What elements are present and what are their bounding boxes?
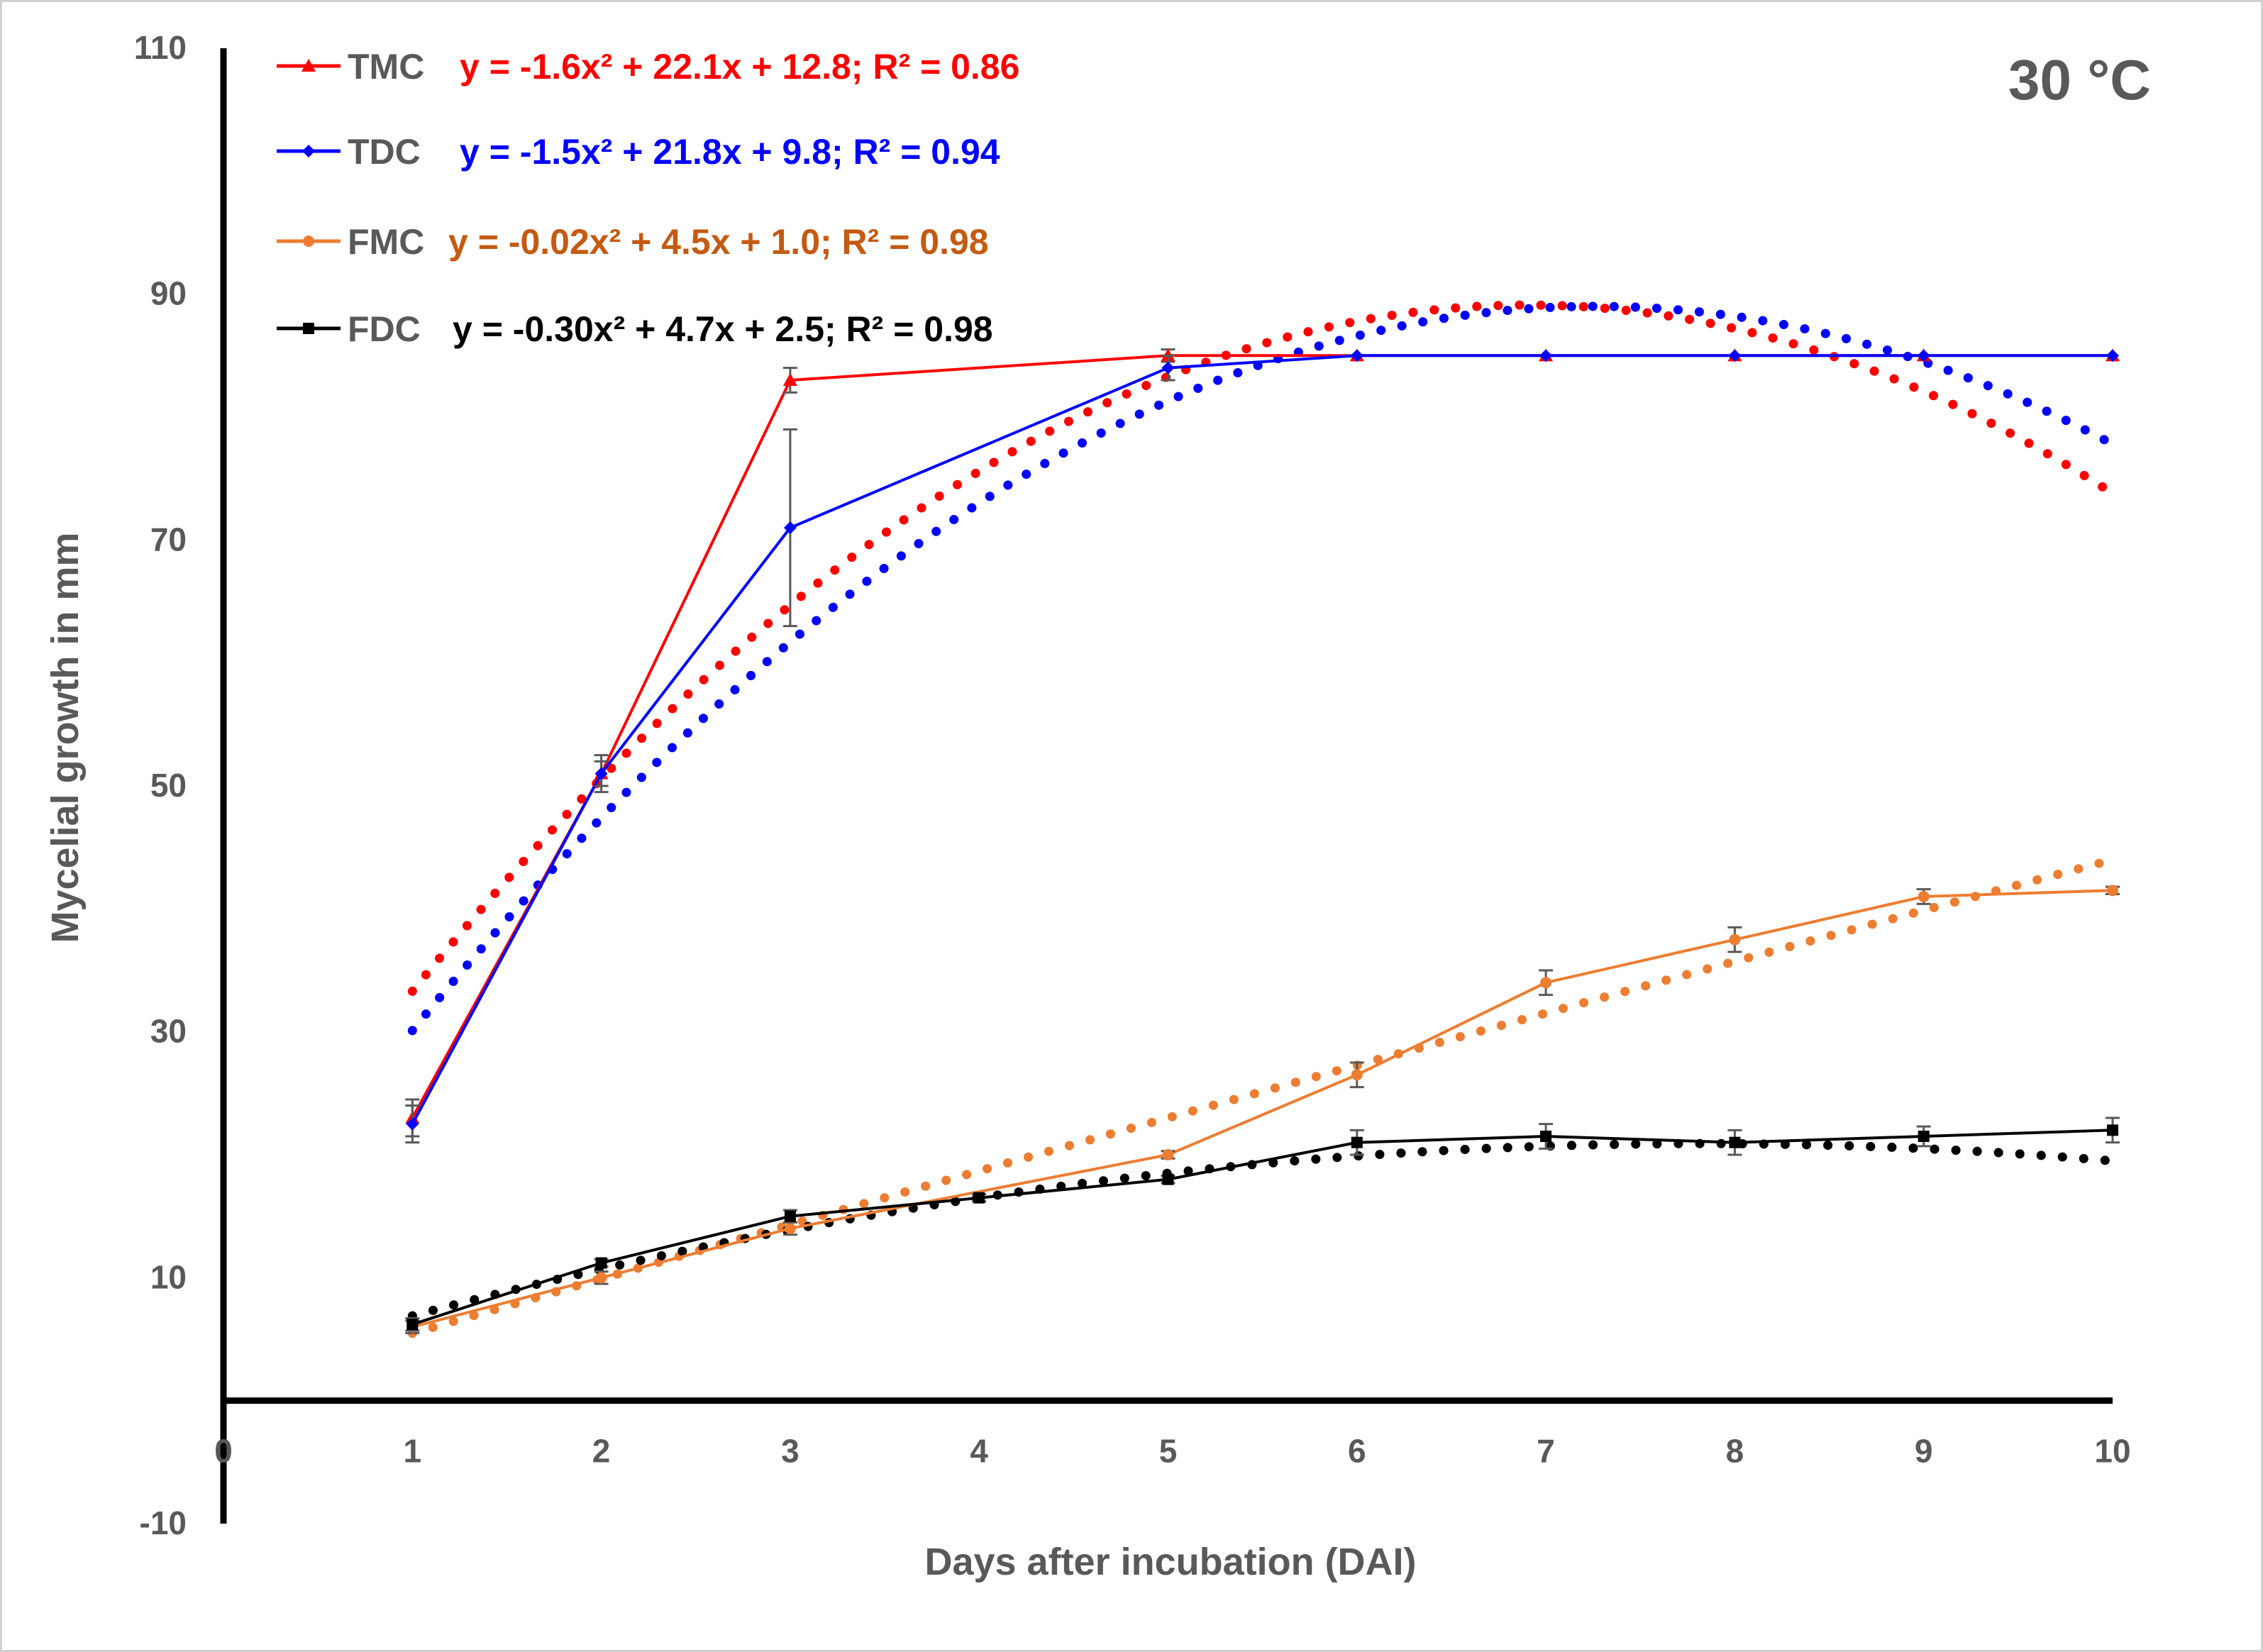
data-point-tdc — [2106, 349, 2119, 362]
legend-marker-tdc — [302, 145, 315, 157]
series-line-tdc — [411, 354, 2113, 1125]
data-point-tdc — [1917, 349, 1930, 362]
series-line-tmc — [411, 354, 2113, 1119]
data-point-fdc — [1540, 1131, 1552, 1142]
data-point-fmc — [784, 1223, 796, 1234]
legend-label-fdc: FDC — [348, 309, 421, 349]
data-point-fmc — [1540, 977, 1552, 989]
trendline-layer — [407, 300, 2118, 1338]
data-point-fmc — [1729, 933, 1741, 946]
x-tick-label: 10 — [2094, 1433, 2130, 1470]
y-tick-label: 90 — [150, 275, 187, 312]
data-point-fmc — [1351, 1069, 1363, 1081]
legend-item-tdc: TDC y = -1.5x² + 21.8x + 9.8; R² = 0.94 — [277, 132, 1000, 172]
series-fmc — [405, 885, 2120, 1334]
legend-item-fmc: FMC y = -0.02x² + 4.5x + 1.0; R² = 0.98 — [277, 222, 989, 262]
data-point-tdc — [783, 521, 797, 534]
data-point-fmc — [595, 1272, 607, 1284]
axes-layer: -10 10 30 50 70 90 110 0 1 2 3 4 5 6 7 8 9 10 — [134, 29, 2131, 1541]
legend: TMC y = -1.6x² + 22.1x + 12.8; R² = 0.86T… — [277, 47, 1019, 349]
legend-label-fmc: FMC — [348, 222, 424, 262]
data-point-fdc — [784, 1210, 796, 1222]
y-tick-label: 70 — [150, 521, 187, 558]
x-tick-label: 4 — [970, 1433, 988, 1470]
data-point-tdc — [406, 1117, 419, 1131]
data-point-fmc — [1918, 891, 1930, 902]
x-tick-label: 7 — [1537, 1433, 1555, 1470]
y-tick-label: 30 — [150, 1013, 187, 1050]
data-point-fdc — [1351, 1136, 1363, 1148]
series-layer — [405, 348, 2120, 1334]
legend-label-tmc: TMC — [348, 47, 424, 87]
series-line-fmc — [411, 889, 2113, 1329]
y-axis-title: Mycelial growth in mm — [44, 532, 87, 943]
data-point-tmc — [782, 373, 797, 386]
data-point-fdc — [973, 1192, 985, 1204]
chart-title: 30 °C — [2008, 48, 2151, 111]
legend-label-tdc: TDC — [348, 132, 421, 172]
y-tick-label: 50 — [150, 767, 187, 804]
legend-marker-fdc — [303, 323, 314, 334]
data-point-fdc — [595, 1257, 607, 1269]
trendline-tdc — [407, 301, 2118, 1036]
data-point-tdc — [1539, 349, 1553, 362]
data-point-fmc — [2107, 885, 2118, 897]
trendline-fmc — [407, 855, 2118, 1338]
legend-marker-tmc — [301, 59, 316, 72]
series-tdc — [405, 349, 2119, 1144]
data-point-fdc — [1729, 1136, 1741, 1148]
x-tick-label: 0 — [214, 1433, 233, 1470]
x-axis-title: Days after incubation (DAI) — [924, 1541, 1416, 1583]
x-tick-label: 5 — [1159, 1433, 1178, 1470]
y-tick-label: 10 — [150, 1258, 187, 1295]
x-tick-label: 1 — [404, 1433, 422, 1470]
data-point-tdc — [1350, 349, 1363, 362]
data-point-tdc — [1728, 349, 1742, 362]
x-tick-label: 3 — [781, 1433, 799, 1470]
trendline-tmc — [407, 300, 2118, 996]
x-tick-label: 8 — [1726, 1433, 1744, 1470]
series-tmc — [405, 348, 2120, 1138]
data-point-fdc — [1162, 1173, 1174, 1185]
x-tick-label: 2 — [592, 1433, 611, 1470]
legend-equation-tmc: y = -1.6x² + 22.1x + 12.8; R² = 0.86 — [460, 47, 1019, 87]
legend-item-fdc: FDC y = -0.30x² + 4.7x + 2.5; R² = 0.98 — [277, 309, 993, 349]
trendline-fdc — [407, 1138, 2118, 1321]
data-point-fdc — [1918, 1131, 1930, 1142]
data-point-fdc — [2107, 1124, 2118, 1136]
legend-equation-fdc: y = -0.30x² + 4.7x + 2.5; R² = 0.98 — [453, 309, 993, 349]
data-point-tdc — [1161, 361, 1175, 375]
x-tick-label: 6 — [1348, 1433, 1366, 1470]
legend-equation-fmc: y = -0.02x² + 4.5x + 1.0; R² = 0.98 — [448, 222, 989, 262]
y-tick-label: 110 — [134, 29, 187, 66]
data-point-fdc — [406, 1319, 419, 1331]
x-tick-label: 9 — [1915, 1433, 1933, 1470]
legend-equation-tdc: y = -1.5x² + 21.8x + 9.8; R² = 0.94 — [460, 132, 1000, 172]
legend-marker-fmc — [303, 235, 314, 247]
data-point-fmc — [1162, 1149, 1174, 1160]
y-tick-label: -10 — [140, 1504, 187, 1541]
series-fdc — [405, 1116, 2120, 1332]
data-point-tdc — [594, 767, 608, 780]
legend-item-tmc: TMC y = -1.6x² + 22.1x + 12.8; R² = 0.86 — [277, 47, 1019, 87]
series-line-fdc — [411, 1129, 2113, 1326]
